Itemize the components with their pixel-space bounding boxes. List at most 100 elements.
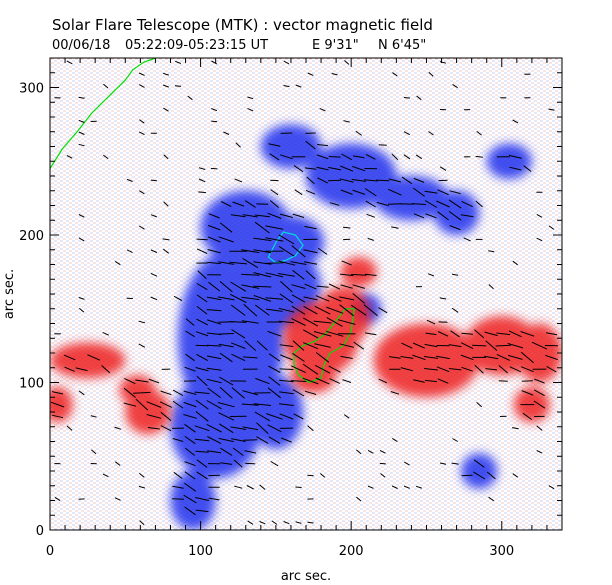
field-vector [295,521,302,524]
field-vector [138,485,146,489]
field-vector [512,427,519,430]
field-vector [290,380,307,382]
field-vector [536,450,543,454]
field-vector [207,261,221,265]
axis-ticks [49,57,563,531]
field-vector [303,261,318,265]
field-vector [428,273,434,277]
field-vector [378,307,388,314]
field-vector [278,307,295,313]
field-vector [147,427,160,430]
y-tick-label: 100 [19,377,44,392]
field-vector [452,438,458,442]
field-vector [196,294,208,303]
field-vector [485,340,498,351]
field-vector [206,423,222,433]
field-vector [472,344,487,347]
field-vector [183,390,197,395]
field-vector [195,367,209,372]
field-vector [194,438,210,442]
field-vector [223,131,230,135]
field-vector [416,95,422,101]
field-vector [78,390,85,396]
field-vector [389,356,401,359]
field-vector [340,355,353,359]
field-vector [512,473,519,478]
field-vector [356,449,362,455]
y-tick-label: 200 [19,229,44,244]
field-vector [138,320,146,324]
field-vector [138,225,145,230]
field-vector [267,330,282,337]
field-vector [230,214,246,218]
field-vector [343,120,350,123]
field-vector [184,423,196,433]
field-vector [160,425,172,432]
field-vector [291,318,306,326]
field-vector [241,273,260,276]
field-vector [391,226,399,229]
field-vector [208,213,220,219]
field-vector [303,296,318,301]
field-vector [304,283,317,290]
field-vector [253,272,272,278]
field-vector [307,425,314,432]
field-vector [211,60,218,65]
field-vector [343,414,350,419]
field-vector [265,237,284,242]
field-vector [436,355,450,360]
y-tick-label: 300 [19,82,44,97]
field-vector [268,353,281,362]
field-vector [268,436,281,444]
field-vector [317,144,328,147]
field-vector [378,378,388,384]
field-vector [365,153,376,160]
field-vector [315,352,330,363]
field-vector [341,153,353,161]
field-vector [163,154,169,160]
field-vector [217,402,235,408]
field-vector [536,213,543,218]
field-vector [436,200,450,208]
field-vector [279,293,294,304]
field-vector [452,273,459,276]
field-vector [392,437,398,443]
field-vector [496,353,511,361]
field-vector [509,366,522,373]
field-vector [548,108,555,111]
field-vector [265,262,284,264]
field-vector [352,165,366,172]
field-vector [476,131,482,136]
positive-polarity-region [119,375,156,405]
field-vector [206,344,222,347]
field-vector [281,437,292,443]
field-vector [218,333,235,335]
field-vector [340,165,354,172]
obs-time-range: 05:22:09-05:23:15 UT [125,38,268,53]
field-vector [150,272,158,277]
field-vector [403,131,410,136]
field-vector [268,365,281,373]
field-vector [461,200,473,208]
field-vector [229,261,248,265]
negative-polarity-region [486,143,532,179]
field-vector [174,85,182,87]
field-vector [126,178,133,182]
field-vector [352,189,366,195]
field-vector [356,496,362,502]
field-vector [207,319,222,325]
field-vector [268,143,281,147]
field-vector [325,330,344,337]
field-vector [451,307,459,313]
field-vector [211,108,218,112]
field-vector [278,245,295,257]
field-vector [507,342,524,349]
field-vector [292,389,305,397]
obs-date: 00/06/18 [52,38,110,53]
x-tick-label: 300 [489,544,514,559]
field-vector [270,461,279,467]
field-vector [425,213,437,219]
field-vector [316,154,329,160]
field-vector [150,296,158,301]
